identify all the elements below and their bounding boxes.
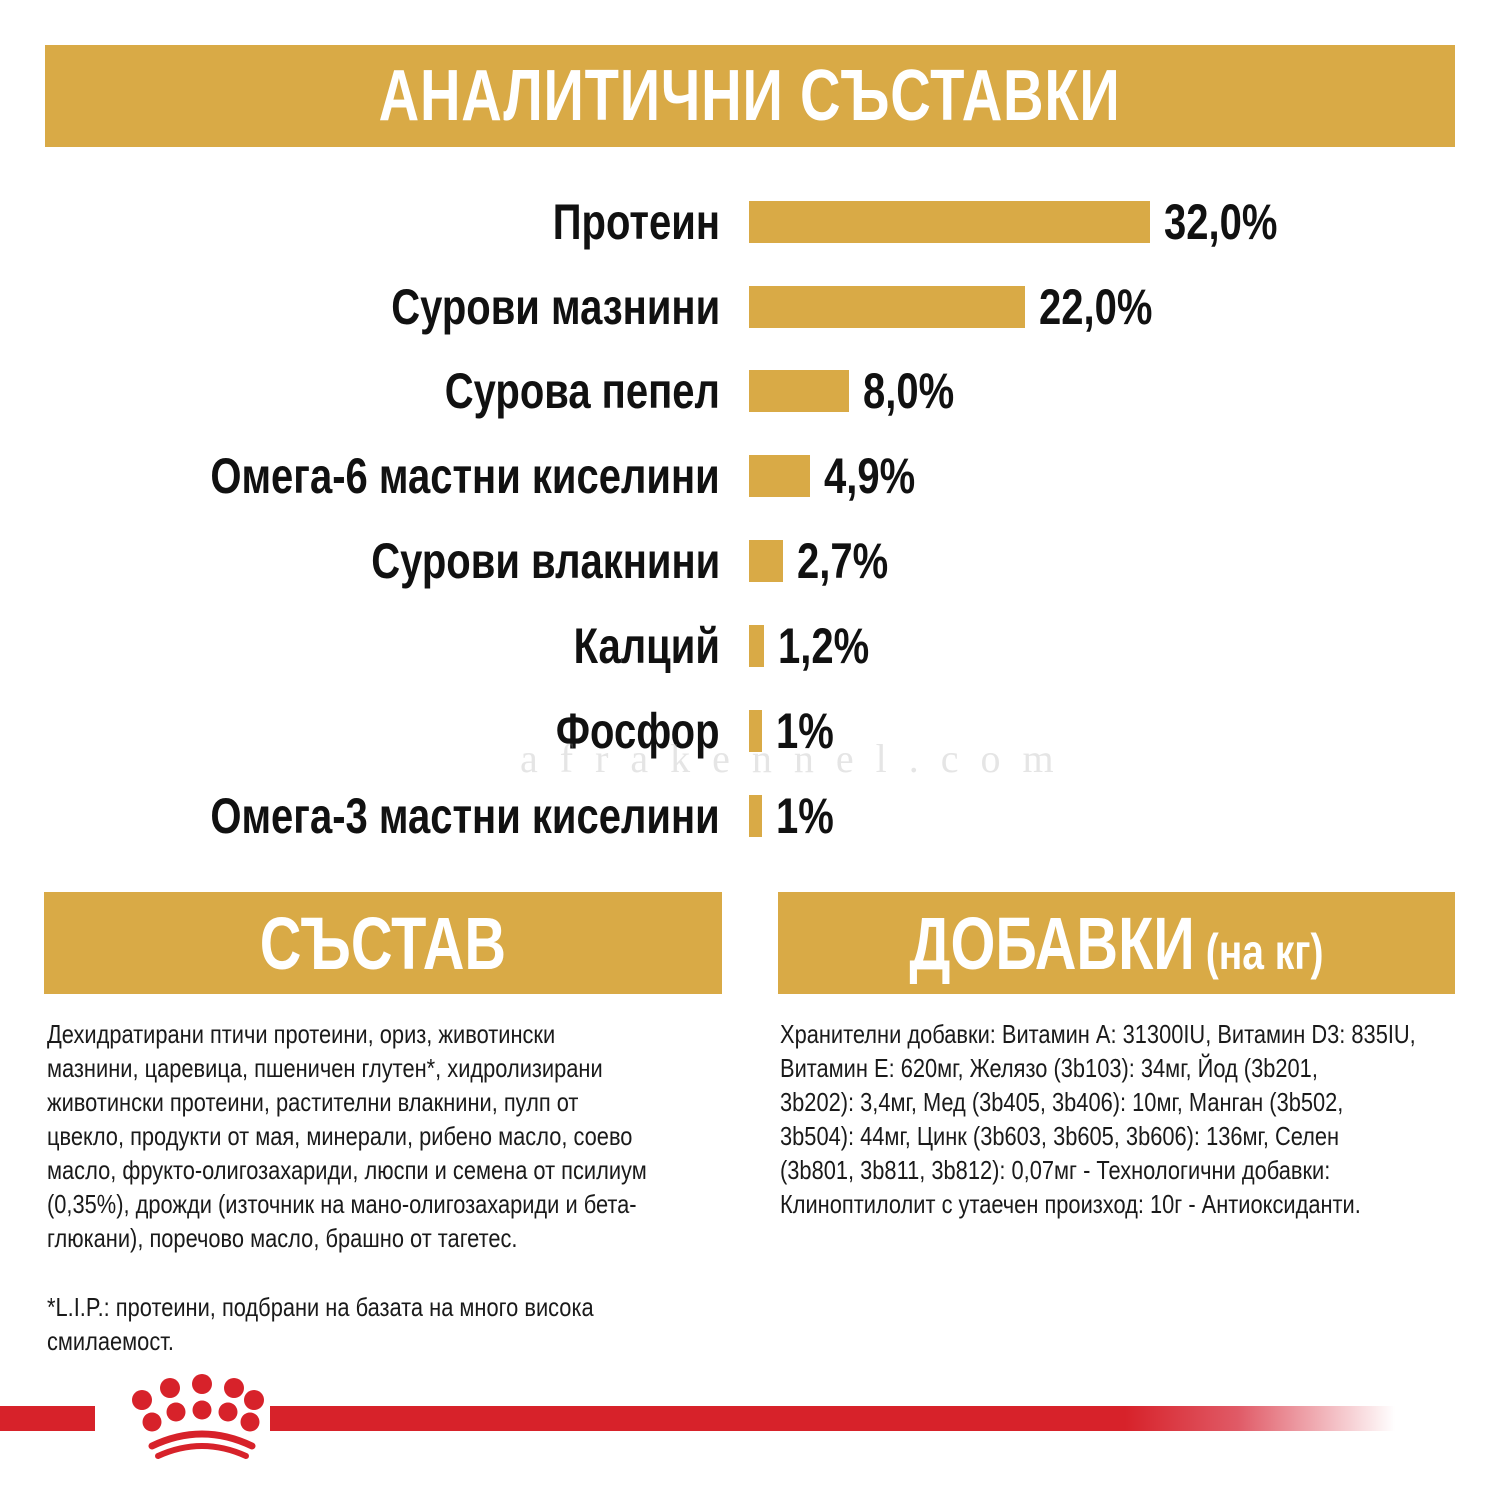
chart-row: Сурови мазнини 22,0% (0, 279, 1500, 335)
row-value: 1% (776, 788, 834, 844)
bar (749, 795, 762, 837)
row-label: Сурови влакнини (370, 533, 720, 589)
bar (749, 540, 783, 582)
row-value: 2,7% (797, 533, 889, 589)
text-line: (3b801, 3b811, 3b812): 0,07мг - Технолог… (780, 1155, 1331, 1185)
section-header-composition: СЪСТАВ (44, 892, 722, 994)
text-line: 3b202): 3,4мг, Мед (3b405, 3b406): 10мг,… (780, 1087, 1344, 1117)
text-line: животински протеини, растителни влакнини… (47, 1087, 579, 1117)
row-label: Омега-6 мастни киселини (210, 448, 720, 504)
composition-title: СЪСТАВ (259, 901, 507, 985)
additives-title-suffix: (на кг) (1205, 923, 1324, 980)
text-line: Витамин Е: 620мг, Желязо (3b103): 34мг, … (780, 1053, 1318, 1083)
chart-row: Протеин 32,0% (0, 194, 1500, 250)
row-value: 1% (776, 703, 834, 759)
bar (749, 625, 764, 667)
page-title: АНАЛИТИЧНИ СЪСТАВКИ (379, 56, 1121, 136)
bar (749, 201, 1150, 243)
chart-row: Сурови влакнини 2,7% (0, 533, 1500, 589)
text-line: цвекло, продукти от мая, минерали, рибен… (47, 1121, 633, 1151)
text-line: Дехидратирани птичи протеини, ориз, живо… (47, 1019, 556, 1049)
brand-stripe-right (270, 1406, 1395, 1431)
row-label: Омега-3 мастни киселини (210, 788, 720, 844)
text-line: глюкани), поречово масло, брашно от таге… (47, 1223, 518, 1253)
additives-title-wrap: ДОБАВКИ (на кг) (909, 901, 1323, 986)
row-label: Сурова пепел (444, 363, 720, 419)
text-line: Хранителни добавки: Витамин А: 31300IU, … (780, 1019, 1416, 1049)
row-value: 22,0% (1039, 279, 1153, 335)
brand-stripe-left (0, 1406, 95, 1431)
bar (749, 710, 762, 752)
chart-row: Фосфор 1% (0, 703, 1500, 759)
row-label: Фосфор (556, 703, 720, 759)
additives-text: Хранителни добавки: Витамин А: 31300IU, … (780, 1017, 1452, 1221)
chart-row: Омега-3 мастни киселини 1% (0, 788, 1500, 844)
text-line: Клиноптилолит с утаечен произход: 10г - … (780, 1189, 1361, 1219)
chart-row: Омега-6 мастни киселини 4,9% (0, 448, 1500, 504)
section-header-analytical: АНАЛИТИЧНИ СЪСТАВКИ (45, 45, 1455, 147)
additives-title: ДОБАВКИ (909, 901, 1195, 985)
row-value: 32,0% (1164, 194, 1278, 250)
row-label: Сурови мазнини (391, 279, 720, 335)
text-line: (0,35%), дрожди (източник на мано-олигоз… (47, 1189, 637, 1219)
lip-footnote: *L.I.P.: протеини, подбрани на базата на… (47, 1290, 702, 1358)
section-header-additives: ДОБАВКИ (на кг) (778, 892, 1455, 994)
chart-row: Калций 1,2% (0, 618, 1500, 674)
text-line: масло, фрукто-олигозахариди, люспи и сем… (47, 1155, 647, 1185)
text-line: *L.I.P.: протеини, подбрани на базата на… (47, 1292, 594, 1322)
text-line: смилаемост. (47, 1326, 174, 1356)
text-line: мазнини, царевица, пшеничен глутен*, хид… (47, 1053, 603, 1083)
crown-logo-icon (132, 1374, 264, 1459)
composition-text: Дехидратирани птичи протеини, ориз, живо… (47, 1017, 702, 1255)
row-value: 4,9% (824, 448, 916, 504)
row-value: 1,2% (778, 618, 870, 674)
bar (749, 455, 810, 497)
chart-row: Сурова пепел 8,0% (0, 363, 1500, 419)
row-value: 8,0% (863, 363, 955, 419)
bar (749, 286, 1025, 328)
row-label: Калций (573, 618, 720, 674)
row-label: Протеин (552, 194, 720, 250)
text-line: 3b504): 44мг, Цинк (3b603, 3b605, 3b606)… (780, 1121, 1340, 1151)
bar (749, 370, 849, 412)
